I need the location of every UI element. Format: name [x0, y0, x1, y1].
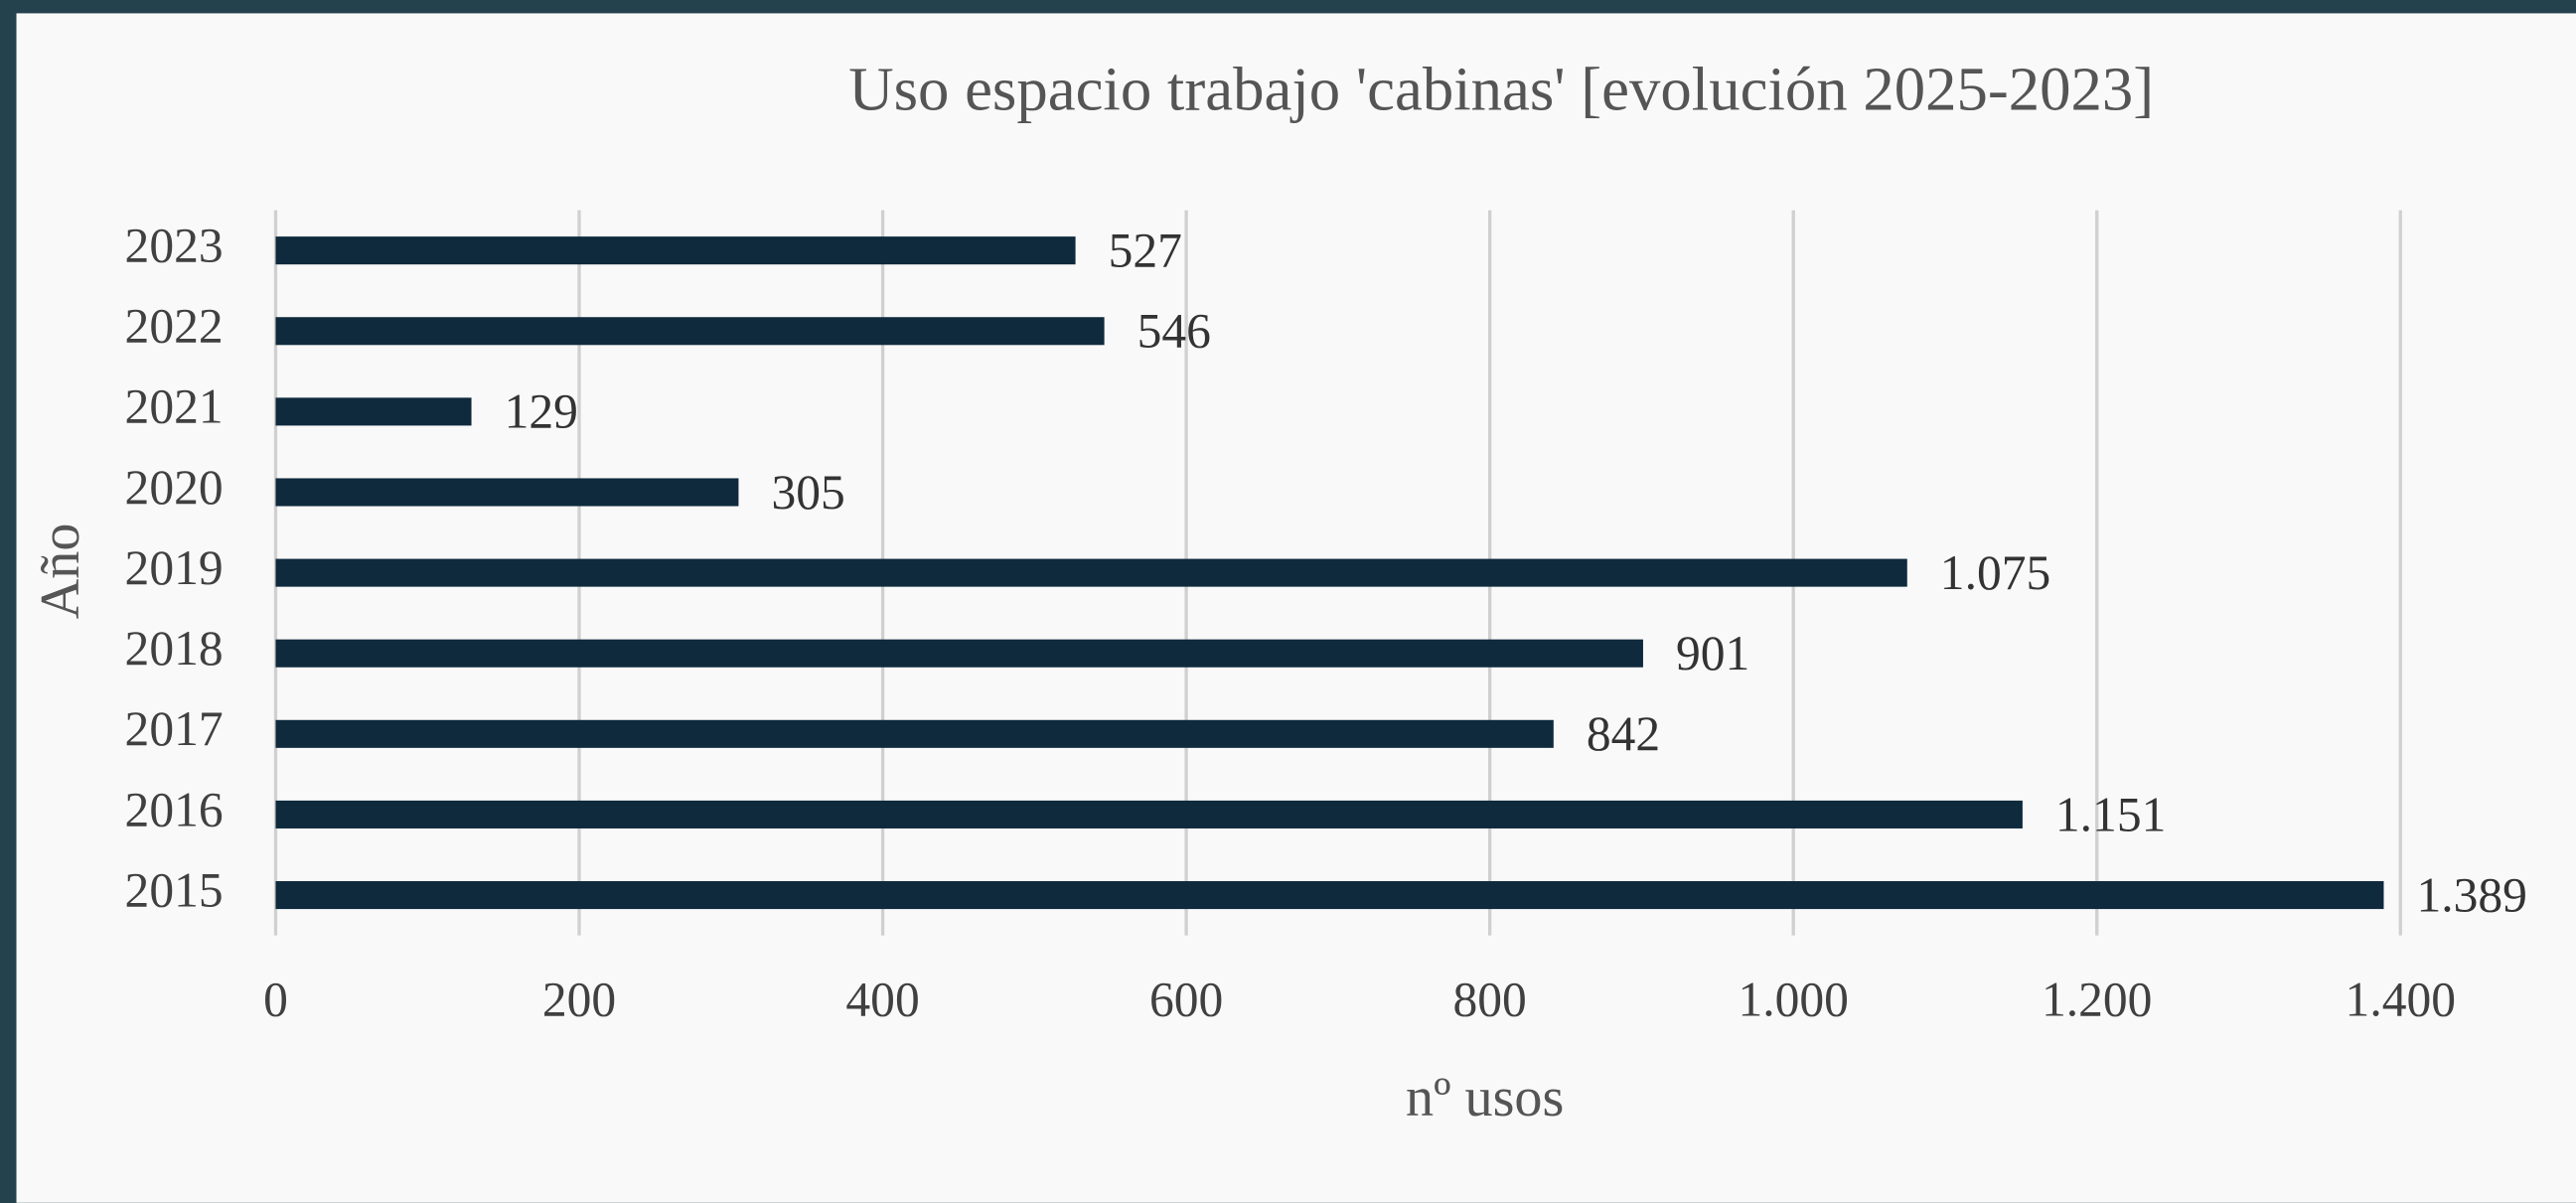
bar — [275, 558, 1907, 587]
y-tick-label: 2021 — [125, 379, 224, 434]
x-tick-label: 800 — [1452, 972, 1526, 1026]
value-label: 129 — [505, 384, 578, 439]
y-tick-label: 2015 — [125, 862, 224, 917]
bar — [275, 317, 1105, 346]
x-tick-label: 1.400 — [2346, 972, 2456, 1026]
bar — [275, 639, 1643, 668]
chart-title: Uso espacio trabajo 'cabinas' [evolución… — [848, 54, 2154, 123]
x-tick-label: 1.200 — [2042, 972, 2152, 1026]
x-tick-label: 0 — [263, 972, 288, 1026]
y-tick-label: 2018 — [125, 621, 224, 676]
y-tick-label: 2017 — [125, 701, 224, 756]
value-label: 842 — [1587, 706, 1660, 761]
y-axis-label: Año — [30, 524, 91, 620]
value-label: 546 — [1137, 304, 1211, 359]
bar — [275, 236, 1076, 265]
x-axis-label: nº usos — [1406, 1067, 1564, 1128]
bar — [275, 478, 739, 507]
chart-background — [16, 13, 2576, 1203]
y-tick-label: 2022 — [125, 299, 224, 354]
value-label: 305 — [771, 465, 844, 520]
y-tick-label: 2023 — [125, 219, 224, 273]
x-tick-label: 400 — [845, 972, 919, 1026]
value-label: 901 — [1676, 626, 1749, 680]
y-tick-label: 2016 — [125, 782, 224, 836]
value-label: 1.075 — [1940, 545, 2050, 600]
bar — [275, 881, 2384, 910]
value-label: 1.389 — [2417, 867, 2527, 922]
x-tick-label: 600 — [1149, 972, 1223, 1026]
bar — [275, 800, 2023, 828]
bar — [275, 397, 472, 426]
y-tick-label: 2019 — [125, 540, 224, 595]
x-tick-label: 200 — [542, 972, 616, 1026]
x-tick-label: 1.000 — [1738, 972, 1848, 1026]
value-label: 1.151 — [2055, 787, 2166, 841]
bar — [275, 719, 1554, 748]
value-label: 527 — [1109, 223, 1182, 277]
y-tick-label: 2020 — [125, 460, 224, 515]
